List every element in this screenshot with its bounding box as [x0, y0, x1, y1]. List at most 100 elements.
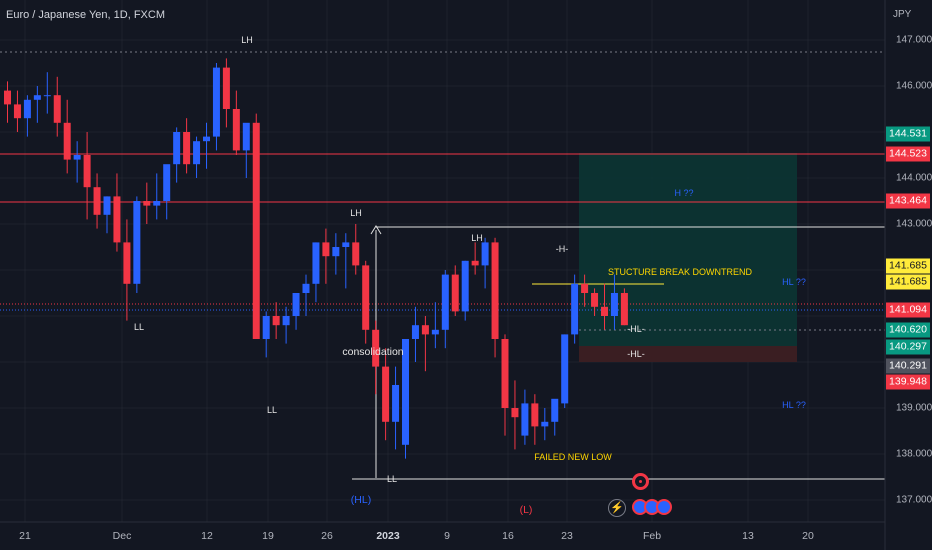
candle-body — [441, 274, 449, 330]
candle-body — [13, 104, 21, 119]
date-axis-label: 19 — [262, 530, 274, 542]
candle — [372, 320, 380, 395]
candle — [193, 136, 201, 178]
candle-body — [322, 242, 330, 257]
price-axis-label: 143.000 — [896, 218, 932, 230]
lightning-icon[interactable]: ⚡ — [608, 499, 626, 517]
candle — [262, 311, 270, 358]
candle-body — [83, 155, 91, 188]
candle — [471, 242, 479, 275]
candle-body — [620, 293, 628, 326]
candle — [302, 274, 310, 316]
candle — [601, 283, 608, 330]
candle — [123, 219, 131, 321]
price-tag: 144.523 — [886, 146, 930, 162]
candle-body — [571, 283, 579, 335]
candle — [541, 408, 549, 441]
chart-annotation: FAILED NEW LOW — [534, 452, 612, 462]
candle-body — [143, 201, 151, 206]
candle-body — [262, 316, 270, 339]
candle — [511, 380, 519, 450]
candle — [571, 274, 579, 344]
candle — [521, 389, 529, 445]
candle-body — [591, 293, 599, 307]
candle — [83, 132, 91, 220]
chart-annotation: (HL) — [350, 494, 372, 506]
candle — [232, 90, 240, 155]
price-tag: 141.685 — [886, 258, 930, 274]
candle — [362, 260, 370, 344]
candle — [292, 293, 300, 330]
candle-body — [332, 247, 340, 257]
candle-body — [392, 385, 400, 422]
candle — [153, 173, 161, 220]
price-tag: 141.685 — [886, 274, 930, 290]
candle — [421, 316, 429, 372]
date-axis-label: Dec — [112, 530, 132, 542]
candle-body — [93, 187, 101, 215]
candle-body — [133, 201, 141, 284]
candle — [133, 196, 141, 293]
chart-annotation: -HL- — [627, 324, 645, 334]
candle-body — [222, 67, 230, 109]
candle — [183, 118, 191, 174]
price-axis-label: 144.000 — [896, 172, 932, 184]
date-axis-label: 2023 — [376, 530, 400, 542]
date-axis-label: 20 — [802, 530, 814, 542]
chart-annotation: -H- — [555, 244, 569, 254]
candle — [551, 398, 559, 436]
candle — [252, 113, 260, 339]
price-tag: 140.297 — [886, 339, 930, 355]
candle-body — [73, 155, 81, 160]
candle-body — [43, 95, 51, 97]
chart-annotation: LH — [350, 208, 362, 218]
candle — [113, 173, 121, 252]
candle-body — [153, 201, 161, 206]
date-axis-label: 26 — [321, 530, 333, 542]
candle-body — [312, 242, 320, 284]
target-event-icon[interactable] — [632, 473, 649, 490]
candle-body — [292, 293, 300, 316]
currency-unit: JPY — [893, 9, 912, 20]
candle — [581, 274, 589, 307]
chart-annotation: LL — [266, 405, 278, 415]
price-tag: 141.094 — [886, 302, 930, 318]
candle — [382, 348, 390, 441]
candle-body — [242, 122, 250, 151]
candle-body — [282, 316, 290, 326]
candle-body — [511, 408, 519, 418]
candle-body — [63, 122, 71, 160]
candles — [4, 58, 628, 459]
chart-annotation: HL ?? — [782, 400, 806, 410]
candle — [352, 224, 360, 275]
candle-body — [53, 95, 61, 123]
candle-body — [362, 265, 370, 330]
candle-body — [123, 242, 131, 284]
candle — [73, 141, 81, 183]
candle-body — [183, 132, 191, 165]
candle-body — [4, 90, 11, 105]
candle — [203, 122, 210, 169]
candle — [53, 76, 61, 137]
chart-annotation: (L) — [519, 504, 533, 516]
symbol-title[interactable]: Euro / Japanese Yen, 1D, FXCM — [6, 9, 165, 21]
price-tag: 139.948 — [886, 374, 930, 390]
measure-arrow — [370, 225, 382, 235]
candle-body — [103, 196, 111, 215]
candle — [212, 63, 220, 151]
candle-body — [521, 403, 529, 436]
position-zones — [579, 153, 797, 362]
economic-event-icon[interactable] — [656, 499, 672, 515]
candle — [332, 233, 340, 275]
candle-body — [33, 95, 41, 100]
candle-body — [232, 109, 240, 151]
price-axis-label: 139.000 — [896, 402, 932, 414]
candle-body — [481, 242, 489, 266]
candle-body — [372, 329, 380, 367]
candle — [63, 99, 71, 174]
candle — [491, 237, 499, 358]
candle — [173, 127, 181, 183]
candle-body — [252, 122, 260, 339]
date-axis-label: Feb — [642, 530, 662, 542]
